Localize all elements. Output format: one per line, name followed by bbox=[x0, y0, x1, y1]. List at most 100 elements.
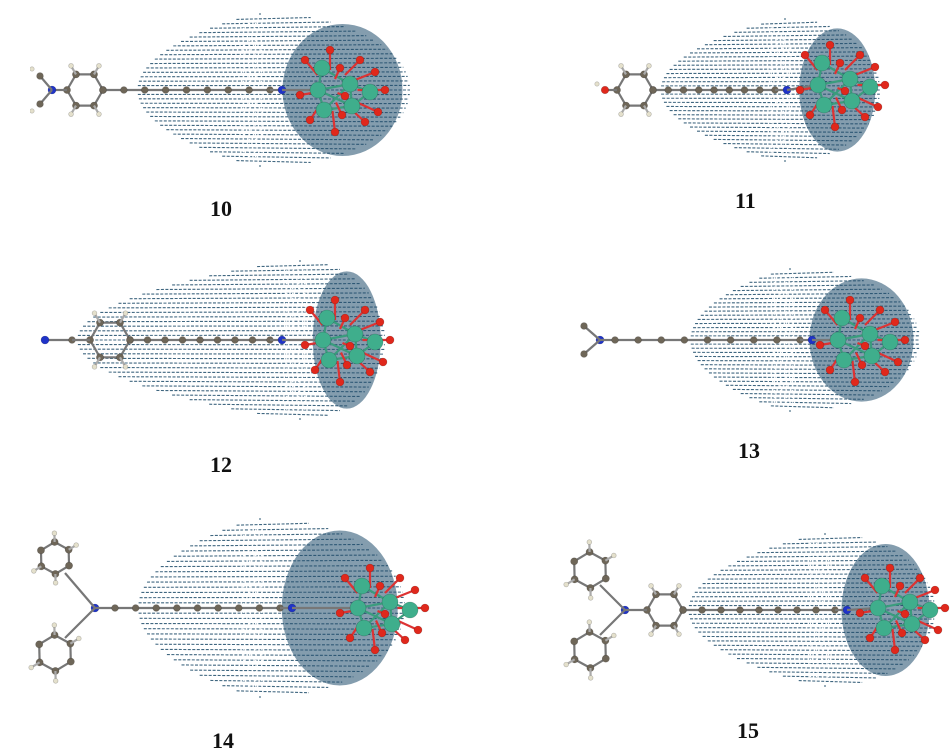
metal-atom bbox=[829, 331, 847, 349]
field-dot bbox=[782, 110, 785, 113]
field-dot bbox=[782, 97, 785, 99]
oxygen-atom bbox=[805, 110, 815, 120]
field-dot bbox=[285, 315, 288, 317]
field-dot bbox=[821, 600, 824, 603]
field-dot bbox=[791, 306, 794, 309]
field-dot bbox=[260, 617, 263, 619]
field-dot bbox=[242, 636, 245, 639]
field-dot bbox=[815, 651, 818, 654]
field-dot bbox=[770, 112, 773, 115]
field-dot bbox=[248, 568, 251, 571]
field-dot bbox=[291, 297, 294, 300]
field-dot bbox=[773, 279, 776, 282]
field-dot bbox=[285, 378, 288, 380]
field-dot bbox=[248, 136, 251, 138]
field-dot bbox=[782, 106, 785, 108]
hydrogen-atom bbox=[31, 568, 37, 574]
field-dot bbox=[770, 146, 773, 149]
field-dot bbox=[782, 27, 785, 29]
field-dot bbox=[809, 620, 812, 622]
field-dot bbox=[285, 398, 288, 400]
field-dot bbox=[782, 61, 785, 63]
field-dot bbox=[254, 600, 257, 602]
field-dot bbox=[815, 554, 818, 557]
field-streak bbox=[210, 26, 346, 29]
field-dot bbox=[254, 583, 257, 585]
field-dot bbox=[260, 659, 263, 662]
field-dot bbox=[827, 591, 830, 593]
field-streak bbox=[698, 631, 931, 634]
field-dot bbox=[303, 358, 306, 360]
field-dot bbox=[248, 97, 251, 100]
field-dot bbox=[779, 274, 782, 277]
field-dot bbox=[785, 335, 788, 338]
field-dot bbox=[827, 665, 830, 668]
field-dot bbox=[285, 355, 288, 358]
field-dot bbox=[242, 591, 245, 594]
field-dot bbox=[303, 322, 306, 325]
field-streak bbox=[210, 151, 346, 154]
field-dot bbox=[242, 136, 245, 138]
field-dot bbox=[254, 49, 257, 51]
field-dot bbox=[285, 270, 288, 272]
carbon-atom bbox=[611, 336, 619, 344]
field-dot bbox=[809, 612, 812, 615]
field-dot bbox=[297, 290, 300, 292]
field-dot bbox=[770, 38, 773, 41]
field-dot bbox=[791, 347, 794, 349]
field-dot bbox=[254, 112, 257, 114]
field-dot bbox=[303, 267, 306, 270]
field-dot bbox=[788, 45, 791, 47]
field-dot bbox=[770, 70, 773, 72]
field-dot bbox=[242, 639, 245, 642]
field-dot bbox=[291, 380, 294, 383]
oxygen-atom bbox=[893, 357, 903, 367]
field-dot bbox=[782, 49, 785, 52]
field-dot bbox=[809, 576, 812, 579]
field-dot bbox=[248, 138, 251, 141]
field-dot bbox=[260, 577, 263, 580]
field-dot bbox=[303, 398, 306, 400]
field-dot bbox=[782, 92, 785, 95]
field-dot bbox=[776, 92, 779, 95]
field-dot bbox=[254, 560, 257, 563]
field-dot bbox=[260, 534, 263, 537]
field-dot bbox=[782, 115, 785, 117]
oxygen-atom bbox=[890, 645, 900, 655]
field-dot bbox=[788, 36, 791, 38]
field-streak bbox=[723, 142, 847, 146]
field-dot bbox=[248, 119, 251, 121]
field-dot bbox=[779, 288, 782, 291]
field-dot bbox=[785, 274, 788, 277]
field-dot bbox=[260, 83, 263, 85]
carbon-atom bbox=[126, 336, 134, 344]
field-dot bbox=[827, 605, 830, 608]
field-dot bbox=[254, 42, 257, 44]
field-dot bbox=[248, 591, 251, 594]
field-dot bbox=[788, 76, 791, 79]
field-dot bbox=[248, 153, 251, 155]
field-dot bbox=[779, 277, 782, 279]
panel-14 bbox=[10, 510, 440, 705]
field-dot bbox=[770, 110, 773, 113]
field-dot bbox=[260, 549, 263, 551]
field-dot bbox=[297, 322, 300, 325]
field-dot bbox=[791, 367, 794, 369]
field-dot bbox=[260, 109, 263, 112]
field-dot bbox=[776, 108, 779, 110]
field-dot bbox=[770, 135, 773, 138]
field-dot bbox=[821, 624, 824, 627]
field-dot bbox=[297, 398, 300, 400]
hydrogen-atom bbox=[618, 111, 624, 117]
field-dot bbox=[770, 79, 773, 81]
field-dot bbox=[254, 145, 257, 148]
field-dot bbox=[260, 119, 263, 121]
field-dot bbox=[303, 307, 306, 310]
field-dot bbox=[254, 551, 257, 554]
field-dot bbox=[827, 670, 830, 673]
field-dot bbox=[785, 281, 788, 284]
field-dot bbox=[785, 315, 788, 318]
field-dot bbox=[303, 335, 306, 338]
field-dot bbox=[779, 367, 782, 369]
field-dot bbox=[254, 566, 257, 568]
